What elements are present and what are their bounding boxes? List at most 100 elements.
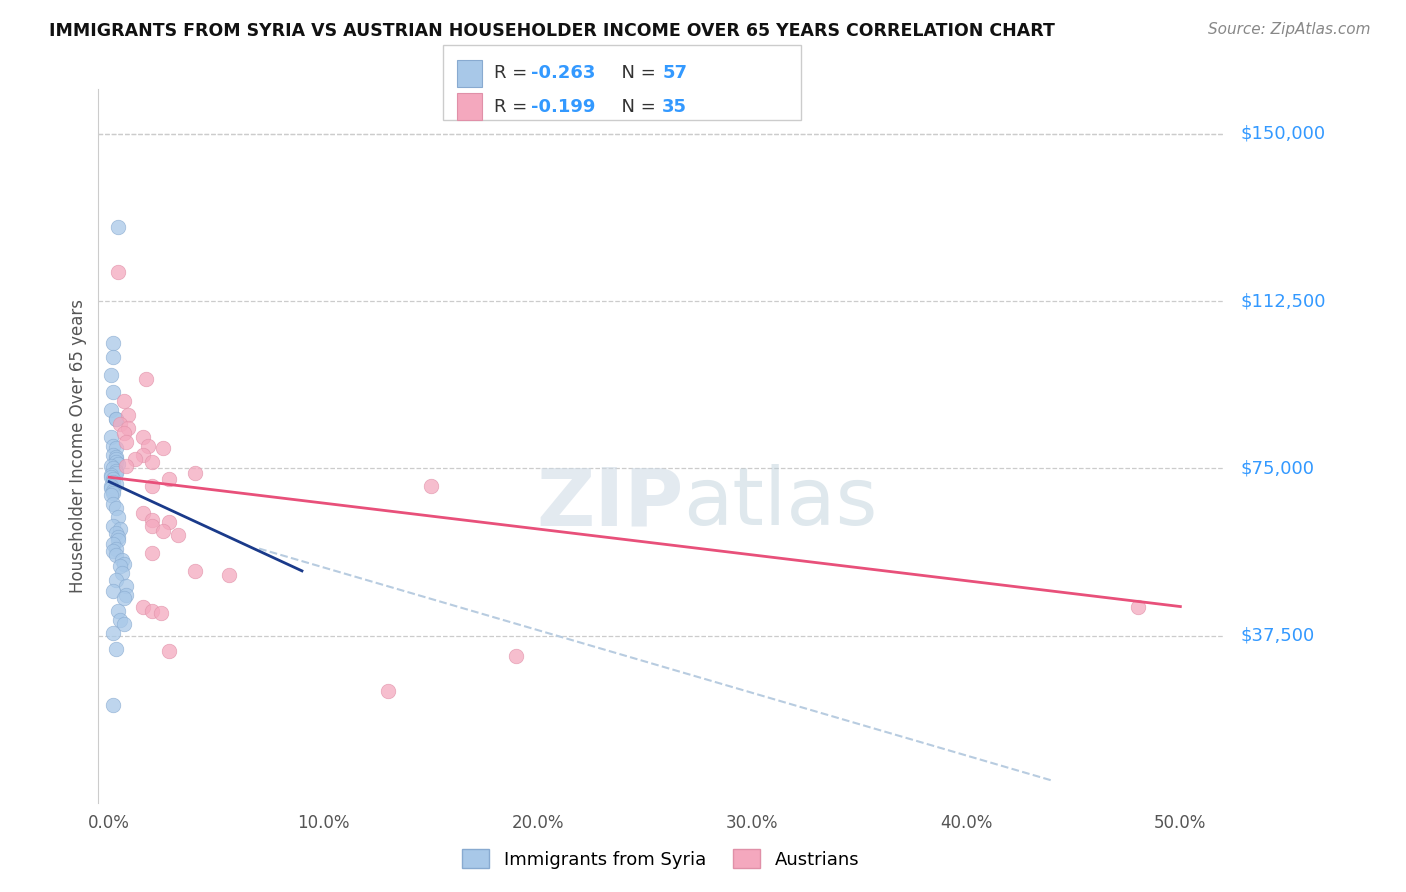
Point (104, 450, 127, 464)
Text: ZIP: ZIP (536, 464, 683, 542)
Point (104, 464, 127, 478)
Point (103, 385, 125, 400)
Point (100, 479, 122, 493)
Point (112, 394, 135, 409)
Point (419, 479, 441, 493)
Point (117, 421, 139, 435)
Point (100, 403, 122, 417)
Point (104, 541, 127, 556)
Point (157, 515, 180, 529)
Point (104, 454, 127, 469)
Point (115, 589, 138, 603)
Point (108, 417, 131, 431)
Point (132, 506, 155, 520)
Point (112, 425, 135, 440)
Point (108, 521, 131, 535)
Point (104, 412, 127, 426)
Point (103, 626, 125, 640)
Point (1126, 599, 1149, 614)
Point (184, 466, 207, 480)
Point (111, 566, 134, 580)
Point (149, 607, 172, 621)
Point (132, 599, 155, 614)
Point (103, 336, 125, 351)
Point (141, 479, 163, 493)
Point (107, 220, 129, 235)
Point (103, 537, 125, 551)
Point (152, 441, 174, 455)
Text: $150,000: $150,000 (1240, 125, 1326, 143)
Point (141, 519, 163, 533)
Point (115, 458, 138, 473)
Point (100, 488, 122, 502)
Text: $75,000: $75,000 (1240, 459, 1315, 477)
Point (377, 684, 399, 698)
Text: N =: N = (610, 64, 662, 82)
Point (103, 543, 125, 558)
Point (103, 519, 125, 533)
Point (136, 439, 159, 453)
Point (103, 448, 125, 462)
Point (104, 525, 127, 540)
Point (111, 552, 134, 567)
Point (104, 548, 127, 563)
Point (100, 482, 122, 496)
Point (184, 564, 207, 578)
Point (112, 557, 135, 572)
Point (107, 604, 129, 618)
Point (103, 439, 125, 453)
Point (152, 524, 174, 538)
Text: R =: R = (494, 64, 533, 82)
Point (104, 466, 127, 480)
Point (132, 448, 155, 462)
Text: R =: R = (494, 98, 533, 116)
Point (104, 573, 127, 587)
Text: Source: ZipAtlas.com: Source: ZipAtlas.com (1208, 22, 1371, 37)
Point (115, 580, 138, 594)
Text: IMMIGRANTS FROM SYRIA VS AUSTRIAN HOUSEHOLDER INCOME OVER 65 YEARS CORRELATION C: IMMIGRANTS FROM SYRIA VS AUSTRIAN HOUSEH… (49, 22, 1054, 40)
Point (103, 473, 125, 487)
Point (100, 368, 122, 382)
Text: N =: N = (610, 98, 662, 116)
Point (107, 265, 129, 279)
Point (103, 350, 125, 364)
Point (112, 617, 135, 632)
Text: $112,500: $112,500 (1240, 292, 1326, 310)
Point (141, 454, 163, 469)
Legend: Immigrants from Syria, Austrians: Immigrants from Syria, Austrians (456, 842, 866, 876)
Point (103, 461, 125, 475)
Point (505, 648, 527, 663)
Point (104, 452, 127, 467)
Point (103, 483, 125, 498)
Point (112, 591, 135, 605)
Point (104, 501, 127, 516)
Point (141, 604, 163, 618)
Text: atlas: atlas (683, 464, 877, 542)
Point (103, 583, 125, 598)
Point (104, 441, 127, 455)
Point (132, 430, 155, 444)
Point (141, 546, 163, 560)
Point (100, 458, 122, 473)
Point (100, 430, 122, 444)
Point (103, 497, 125, 511)
Point (108, 559, 131, 574)
Point (103, 485, 125, 500)
Point (104, 642, 127, 657)
Point (124, 452, 146, 467)
Point (157, 644, 180, 658)
Point (141, 512, 163, 526)
Point (218, 568, 240, 582)
Point (108, 613, 131, 627)
Point (135, 372, 157, 386)
Point (115, 434, 138, 449)
Text: $37,500: $37,500 (1240, 626, 1315, 645)
Text: 57: 57 (662, 64, 688, 82)
Point (107, 530, 129, 544)
Point (157, 473, 180, 487)
Point (103, 475, 125, 489)
Text: -0.199: -0.199 (531, 98, 596, 116)
Y-axis label: Householder Income Over 65 years: Householder Income Over 65 years (69, 299, 87, 593)
Text: 35: 35 (662, 98, 688, 116)
Point (166, 528, 188, 542)
